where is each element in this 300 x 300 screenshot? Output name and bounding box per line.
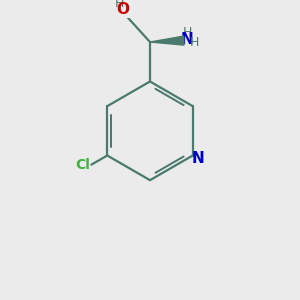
Text: Cl: Cl	[75, 158, 90, 172]
Text: O: O	[117, 2, 130, 17]
Polygon shape	[150, 36, 184, 45]
Text: H: H	[183, 26, 192, 39]
Text: H: H	[190, 36, 199, 50]
Text: N: N	[192, 151, 205, 166]
Text: N: N	[181, 32, 194, 47]
Text: H: H	[114, 0, 124, 11]
